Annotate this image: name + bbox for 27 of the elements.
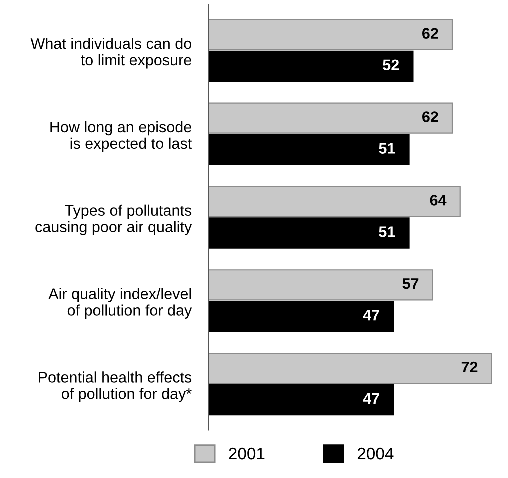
data-label: 47 <box>363 394 380 404</box>
bar <box>208 102 454 134</box>
bar <box>208 352 492 384</box>
data-label: 47 <box>363 310 380 321</box>
data-label: 64 <box>430 195 447 206</box>
y-tick-label: How long an episode is expected to last <box>50 121 192 152</box>
y-tick-label: Types of pollutants causing poor air quality <box>36 204 192 236</box>
data-label: 52 <box>383 60 400 71</box>
bar <box>208 134 410 166</box>
bar <box>208 186 461 218</box>
bar <box>208 218 410 249</box>
data-label: 51 <box>379 226 396 238</box>
data-label: 62 <box>422 28 438 39</box>
bar <box>208 301 394 332</box>
bar <box>208 50 414 82</box>
y-tick-label: Potential health effects of pollution for day* <box>39 372 192 402</box>
data-label: 57 <box>402 278 419 290</box>
data-label: 62 <box>422 112 438 122</box>
y-tick-label: Air quality index/level of pollution for day <box>48 288 192 319</box>
legend-label: 2001 <box>229 448 265 460</box>
bar <box>208 384 394 416</box>
bar <box>208 270 434 301</box>
bar <box>208 19 454 50</box>
data-label: 51 <box>379 143 396 154</box>
data-label: 72 <box>462 362 478 373</box>
y-tick-label: What individuals can do to limit exposure <box>30 38 192 69</box>
legend-label: 2004 <box>358 448 394 460</box>
